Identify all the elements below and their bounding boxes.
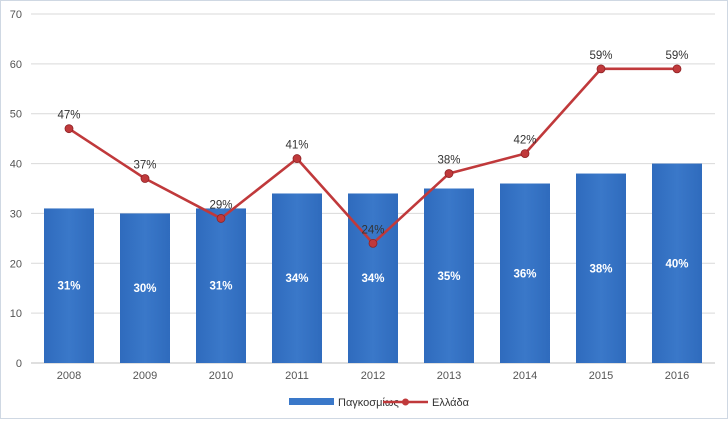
line-data-label: 37% — [133, 160, 156, 172]
line-data-label: 24% — [361, 224, 384, 236]
bar — [500, 183, 550, 363]
bar — [272, 193, 322, 363]
bar-data-label: 35% — [437, 271, 460, 283]
bar — [44, 208, 94, 363]
line-point — [520, 149, 530, 159]
line-data-label: 59% — [665, 50, 688, 62]
line-data-label: 59% — [589, 50, 612, 62]
bar-data-label: 36% — [513, 268, 536, 280]
line-point — [444, 169, 454, 178]
bar-data-label: 31% — [209, 281, 232, 293]
x-tick-label: 2011 — [285, 370, 309, 382]
y-tick-label: 20 — [10, 258, 22, 270]
legend-label: Ελλάδα — [432, 397, 470, 409]
bar-data-label: 31% — [57, 281, 80, 293]
line-point — [64, 124, 74, 134]
line-point — [596, 64, 606, 74]
bar-data-label: 34% — [361, 273, 384, 285]
line-data-label: 38% — [437, 155, 460, 167]
y-tick-label: 30 — [10, 208, 22, 220]
y-tick-label: 70 — [10, 9, 22, 21]
y-tick-label: 40 — [10, 159, 22, 171]
line-point — [368, 238, 378, 248]
bar-data-label: 34% — [285, 273, 308, 285]
bar-series: 31% 30% 31% 34% 34% 35% 36% 38% 40% — [44, 163, 702, 363]
legend: Παγκοσμίως Ελλάδα — [289, 397, 470, 409]
line-point — [672, 64, 682, 74]
bar — [576, 173, 626, 363]
x-axis: 2008 2009 2010 2011 2012 2013 2014 2015 2016 — [57, 370, 689, 382]
x-tick-label: 2015 — [589, 370, 613, 382]
x-tick-label: 2010 — [209, 370, 233, 382]
x-tick-label: 2009 — [133, 370, 157, 382]
y-tick-label: 10 — [10, 308, 22, 320]
line-point — [292, 154, 302, 163]
x-tick-label: 2013 — [437, 370, 461, 382]
bar — [424, 188, 474, 363]
y-tick-label: 60 — [10, 59, 22, 71]
line-point — [216, 214, 226, 223]
bar — [196, 208, 246, 363]
x-tick-label: 2016 — [665, 370, 689, 382]
y-axis: 0 10 20 30 40 50 60 70 — [10, 9, 22, 370]
line-point — [140, 174, 150, 183]
bar — [652, 163, 702, 363]
x-tick-label: 2014 — [513, 370, 537, 382]
legend-swatch-marker — [402, 398, 409, 406]
line-data-label: 29% — [209, 199, 232, 211]
line-data-label: 47% — [57, 110, 80, 122]
legend-swatch-bar — [289, 398, 334, 405]
bar-data-label: 40% — [665, 258, 688, 270]
bar-data-label: 38% — [589, 263, 612, 275]
x-tick-label: 2012 — [361, 370, 385, 382]
bar — [120, 213, 170, 363]
line-series: 47% 37% 29% 41% 24% 38% 42% 59% 59% — [57, 50, 689, 248]
y-tick-label: 50 — [10, 109, 22, 121]
legend-label: Παγκοσμίως — [338, 397, 399, 409]
line-data-label: 41% — [285, 140, 308, 152]
line-data-label: 42% — [513, 135, 536, 147]
x-tick-label: 2008 — [57, 370, 81, 382]
y-tick-label: 0 — [16, 358, 22, 370]
bar — [348, 193, 398, 363]
bar-data-label: 30% — [133, 283, 156, 295]
